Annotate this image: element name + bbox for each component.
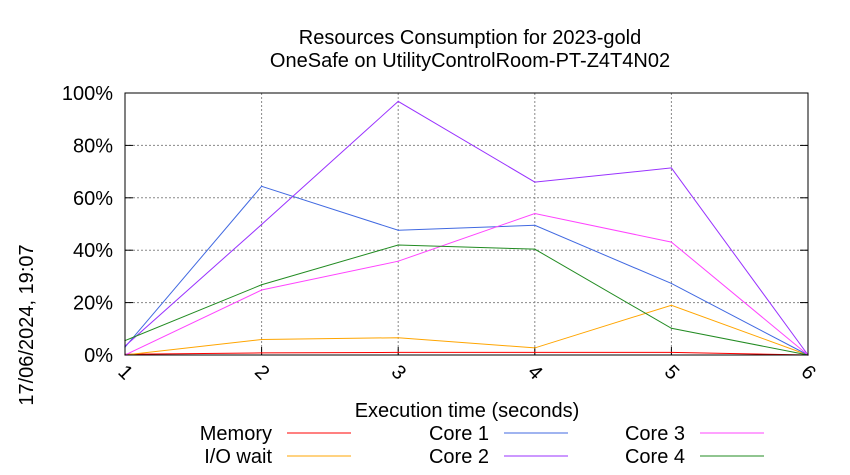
legend-label: Memory [200,423,272,445]
data-point [670,327,673,329]
data-point [534,181,536,183]
series-line-core-3 [124,213,809,356]
data-point [670,304,673,306]
plot-border [124,92,809,356]
series-line-memory [124,351,809,356]
data-point [261,185,263,187]
y-tick-label: 100% [62,83,113,105]
data-point [261,284,263,286]
series-lines [124,100,809,356]
data-point [261,289,263,291]
data-point [670,282,673,285]
x-axis-label: Execution time (seconds) [355,400,580,422]
y-tick-label: 0% [84,345,113,367]
y-tick-label: 20% [73,293,113,315]
data-point [670,167,673,169]
data-point [397,260,399,262]
x-tick-label: 6 [796,361,819,384]
data-point [261,223,263,226]
data-point [670,241,673,243]
data-point [534,212,536,215]
grid [124,92,809,356]
data-point [397,100,399,102]
legend-label: Core 4 [625,446,685,468]
legend-label: Core 2 [429,446,489,468]
x-tick-label: 5 [660,361,683,384]
y-tick-label: 40% [73,240,113,262]
data-point [534,224,536,226]
data-point [670,351,673,353]
timestamp-label: 17/06/2024, 19:07 [16,244,38,405]
legend-label: Core 3 [625,423,685,445]
series-line-i-o-wait [124,304,809,356]
x-tick-label: 4 [523,361,546,384]
data-point [261,352,263,354]
data-point [397,229,399,231]
y-tick-label: 60% [73,188,113,210]
data-point [534,351,536,353]
x-tick-label: 1 [113,361,136,384]
data-point [261,338,263,341]
data-point [397,244,399,246]
data-point [397,337,399,339]
legend-label: I/O wait [204,446,272,468]
tick-labels: 0% 20% 40% 60% 80% 100% 1 2 3 4 5 6 [62,83,820,384]
series-line-core-2 [124,100,809,356]
data-point [534,347,536,349]
data-point [397,351,399,353]
x-tick-label: 3 [387,361,410,384]
x-tick-label: 2 [250,361,273,384]
series-line-core-1 [124,185,809,356]
chart-subtitle: OneSafe on UtilityControlRoom-PT-Z4T4N02 [270,50,670,72]
data-point [534,248,536,250]
y-tick-label: 80% [73,135,113,157]
series-line-core-4 [124,244,809,356]
chart-title: Resources Consumption for 2023-gold [299,27,641,49]
legend-label: Core 1 [429,423,489,445]
